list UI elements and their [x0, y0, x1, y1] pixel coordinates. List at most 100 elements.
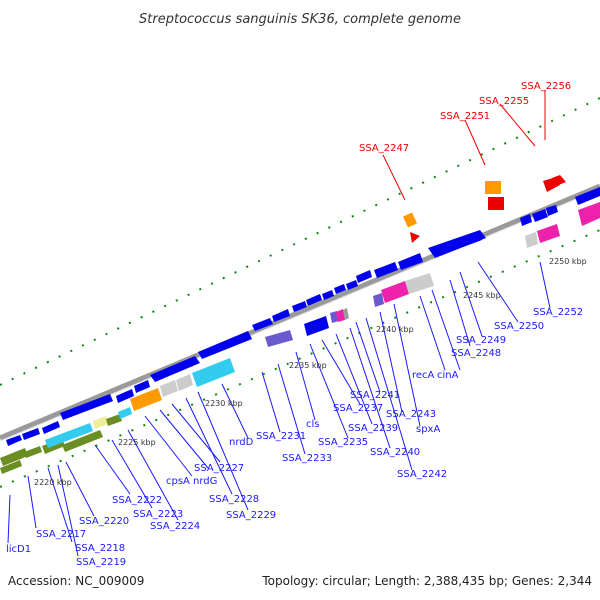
gene-label-ssa-2252[interactable]: SSA_2252: [533, 307, 583, 318]
cds-arrow: [42, 421, 60, 434]
gene-label-ssa-2243[interactable]: SSA_2243: [386, 409, 436, 420]
cds-arrow: [292, 301, 307, 312]
gene-label-nrdd[interactable]: nrdD: [229, 437, 254, 448]
gene-label-ssa-2250[interactable]: SSA_2250: [494, 321, 544, 332]
red-gene-labels: SSA_2247 SSA_2251 SSA_2255 SSA_2256: [359, 81, 571, 154]
gene-label-ssa-2235[interactable]: SSA_2235: [318, 437, 368, 448]
grey-feature: [160, 380, 178, 397]
cds-arrow: [546, 205, 558, 216]
cds-arrow: [198, 331, 252, 359]
purple-feature: [373, 293, 384, 307]
orange-feature: [130, 388, 162, 411]
cds-arrow: [150, 356, 200, 382]
gene-label-ssa-2247[interactable]: SSA_2247: [359, 143, 409, 154]
scale-label-2225: 2225 kbp: [118, 438, 156, 447]
gene-label-ssa-2233[interactable]: SSA_2233: [282, 453, 332, 464]
inner-dotted-ring: [0, 229, 600, 488]
grey-feature: [343, 308, 349, 320]
gene-ssa-2256-mark: [552, 175, 566, 186]
gene-label-ssa-2239[interactable]: SSA_2239: [348, 423, 398, 434]
gene-label-spxa[interactable]: spxA: [416, 424, 440, 435]
gene-label-ssa-2223[interactable]: SSA_2223: [133, 509, 183, 520]
gene-label-ssa-2220[interactable]: SSA_2220: [79, 516, 129, 527]
orange-feature-2251: [485, 181, 501, 194]
page-title: Streptococcus sanguinis SK36, complete g…: [139, 12, 461, 27]
cds-arrow: [520, 214, 532, 226]
gene-label-cina[interactable]: cinA: [437, 370, 459, 381]
blue-leader-lines: [7, 261, 551, 557]
magenta-feature: [537, 224, 560, 243]
gene-label-ssa-2229[interactable]: SSA_2229: [226, 510, 276, 521]
gene-label-cpsa[interactable]: cpsA: [166, 476, 190, 487]
gene-label-ssa-2248[interactable]: SSA_2248: [451, 348, 501, 359]
genome-summary-text: Topology: circular; Length: 2,388,435 bp…: [261, 574, 592, 588]
cds-arrow: [575, 187, 600, 205]
cds-arrow: [356, 270, 372, 283]
red-leader-lines: [382, 90, 546, 201]
cds-arrow: [334, 284, 346, 294]
genome-backbone: [0, 183, 600, 441]
gene-label-ssa-2231[interactable]: SSA_2231: [256, 431, 306, 442]
blue-feature: [304, 316, 329, 336]
cds-arrow: [398, 253, 423, 270]
olive-feature: [24, 446, 42, 458]
olive-feature: [62, 430, 103, 452]
cds-arrow: [532, 209, 548, 222]
scale-label-2245: 2245 kbp: [463, 291, 501, 300]
gene-label-ssa-2237[interactable]: SSA_2237: [333, 403, 383, 414]
olive-feature: [0, 448, 28, 466]
cds-arrow: [272, 309, 290, 322]
cds-arrow: [346, 280, 358, 290]
grey-feature: [405, 273, 434, 294]
scale-label-2235: 2235 kbp: [289, 361, 327, 370]
red-features: [402, 175, 566, 243]
accession-text: Accession: NC_009009: [8, 574, 144, 588]
purple-feature: [265, 330, 293, 347]
magenta-feature: [381, 281, 409, 303]
gene-label-nrdg[interactable]: nrdG: [193, 476, 217, 487]
gene-label-ssa-2249[interactable]: SSA_2249: [456, 335, 506, 346]
cyan-feature: [118, 407, 132, 419]
gene-label-ssa-2242[interactable]: SSA_2242: [397, 469, 447, 480]
grey-feature: [525, 232, 538, 248]
gene-label-cls[interactable]: cls: [306, 419, 320, 430]
cds-arrow: [306, 294, 322, 306]
cds-arrow: [116, 389, 134, 403]
gene-label-ssa-2218[interactable]: SSA_2218: [75, 543, 125, 554]
olive-feature: [106, 414, 122, 426]
cds-arrow: [374, 262, 398, 278]
gene-ssa-2247-mark: [410, 232, 420, 243]
gene-label-ssa-2256[interactable]: SSA_2256: [521, 81, 571, 92]
cds-arrow: [252, 318, 273, 331]
gene-label-ssa-2251[interactable]: SSA_2251: [440, 111, 490, 122]
scale-labels: 2220 kbp 2225 kbp 2230 kbp 2235 kbp 2240…: [34, 257, 587, 487]
forward-strand: [6, 187, 600, 446]
gene-label-ssa-2217[interactable]: SSA_2217: [36, 529, 86, 540]
gene-label-licd1[interactable]: licD1: [6, 544, 31, 555]
gene-label-ssa-2227[interactable]: SSA_2227: [194, 463, 244, 474]
cds-arrow: [6, 435, 22, 446]
cds-arrow: [450, 233, 482, 251]
gene-label-ssa-2224[interactable]: SSA_2224: [150, 521, 200, 532]
scale-label-2250: 2250 kbp: [549, 257, 587, 266]
cds-arrow: [134, 380, 150, 393]
cds-arrow: [60, 394, 113, 420]
gene-label-ssa-2255[interactable]: SSA_2255: [479, 96, 529, 107]
grey-feature: [176, 374, 193, 391]
outer-dotted-ring: [0, 97, 600, 386]
cyan-feature: [45, 423, 93, 448]
cyan-feature: [192, 358, 235, 387]
magenta-feature: [578, 202, 600, 226]
gene-label-ssa-2222[interactable]: SSA_2222: [112, 495, 162, 506]
gene-label-ssa-2219[interactable]: SSA_2219: [76, 557, 126, 568]
gene-label-reca[interactable]: recA: [412, 370, 435, 381]
orange-feature-2247: [402, 212, 418, 228]
pale-feature: [93, 416, 108, 429]
cds-arrow: [322, 290, 334, 300]
gene-label-ssa-2240[interactable]: SSA_2240: [370, 447, 420, 458]
gene-label-ssa-2228[interactable]: SSA_2228: [209, 494, 259, 505]
reverse-strand: [0, 202, 600, 474]
gene-label-ssa-2241[interactable]: SSA_2241: [350, 390, 400, 401]
scale-label-2220: 2220 kbp: [34, 478, 72, 487]
